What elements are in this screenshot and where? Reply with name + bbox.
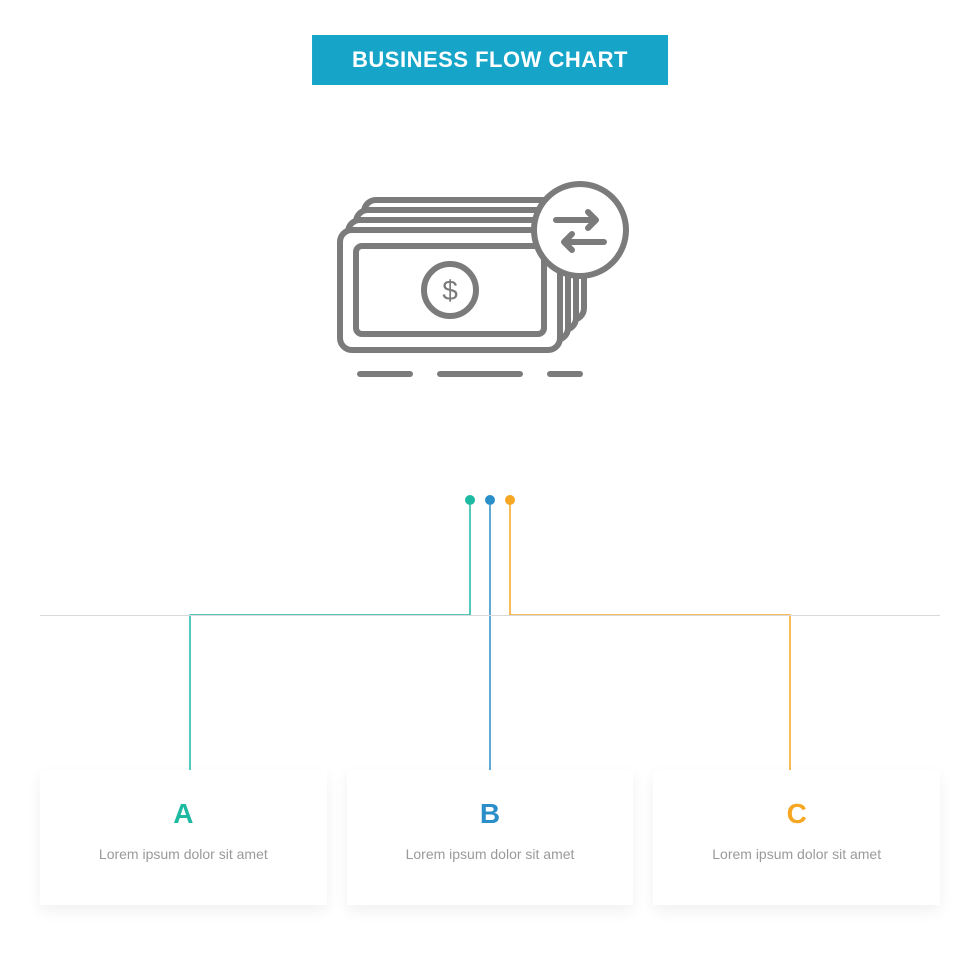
card-letter: C <box>667 798 926 830</box>
card-letter: B <box>361 798 620 830</box>
svg-text:$: $ <box>442 275 458 306</box>
card-text: Lorem ipsum dolor sit amet <box>361 844 620 865</box>
page-title: BUSINESS FLOW CHART <box>312 35 668 85</box>
card-b: B Lorem ipsum dolor sit amet <box>347 770 634 905</box>
card-text: Lorem ipsum dolor sit amet <box>667 844 926 865</box>
money-transfer-icon: $ <box>320 160 660 420</box>
title-text: BUSINESS FLOW CHART <box>352 47 628 72</box>
card-a: A Lorem ipsum dolor sit amet <box>40 770 327 905</box>
card-c: C Lorem ipsum dolor sit amet <box>653 770 940 905</box>
horizontal-divider <box>40 615 940 616</box>
card-text: Lorem ipsum dolor sit amet <box>54 844 313 865</box>
card-row: A Lorem ipsum dolor sit amet B Lorem ips… <box>40 770 940 905</box>
card-letter: A <box>54 798 313 830</box>
